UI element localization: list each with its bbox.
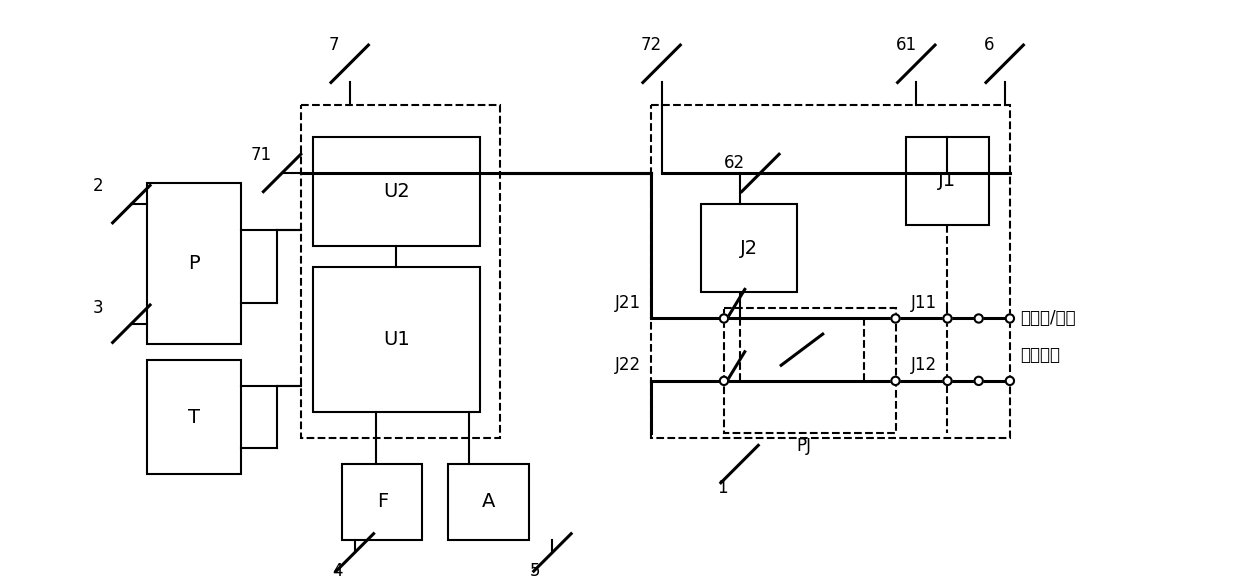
Circle shape (975, 377, 983, 385)
Bar (314, 267, 480, 412)
Bar (651, 105, 1009, 438)
Circle shape (892, 314, 900, 323)
Text: 72: 72 (641, 36, 662, 54)
Text: 71: 71 (250, 146, 272, 164)
Text: J1: J1 (939, 171, 956, 190)
Bar (148, 183, 241, 345)
Text: 62: 62 (724, 153, 745, 171)
Text: A: A (482, 493, 495, 511)
Text: P: P (188, 254, 200, 273)
Bar (314, 136, 480, 246)
Bar (449, 464, 528, 540)
Text: 5: 5 (529, 562, 541, 580)
Circle shape (975, 314, 983, 323)
Text: 3: 3 (93, 299, 103, 317)
Text: J11: J11 (911, 294, 937, 312)
Text: J22: J22 (615, 356, 641, 374)
Text: 1: 1 (717, 479, 728, 497)
Bar (342, 464, 423, 540)
Text: 4: 4 (332, 562, 342, 580)
Text: 控制回路: 控制回路 (1021, 346, 1060, 364)
Bar (906, 136, 990, 225)
Circle shape (944, 377, 951, 385)
Circle shape (719, 314, 728, 323)
Text: J12: J12 (911, 356, 937, 374)
Bar (301, 105, 501, 438)
Text: 7: 7 (329, 36, 340, 54)
Text: J2: J2 (740, 239, 758, 258)
Bar (148, 360, 241, 474)
Circle shape (944, 314, 951, 323)
Text: T: T (187, 408, 200, 427)
Text: U2: U2 (383, 181, 410, 201)
Text: PJ: PJ (797, 438, 812, 455)
Text: F: F (377, 493, 388, 511)
Circle shape (892, 377, 900, 385)
Circle shape (719, 377, 728, 385)
Text: J21: J21 (615, 294, 641, 312)
Bar (701, 204, 797, 292)
Circle shape (1006, 314, 1014, 323)
Text: U1: U1 (383, 330, 410, 349)
Text: 6: 6 (983, 36, 994, 54)
Circle shape (1006, 377, 1014, 385)
Text: 接报警/闭锁: 接报警/闭锁 (1021, 309, 1076, 328)
Text: 61: 61 (895, 36, 916, 54)
Text: 2: 2 (93, 177, 103, 195)
Bar (724, 308, 895, 433)
